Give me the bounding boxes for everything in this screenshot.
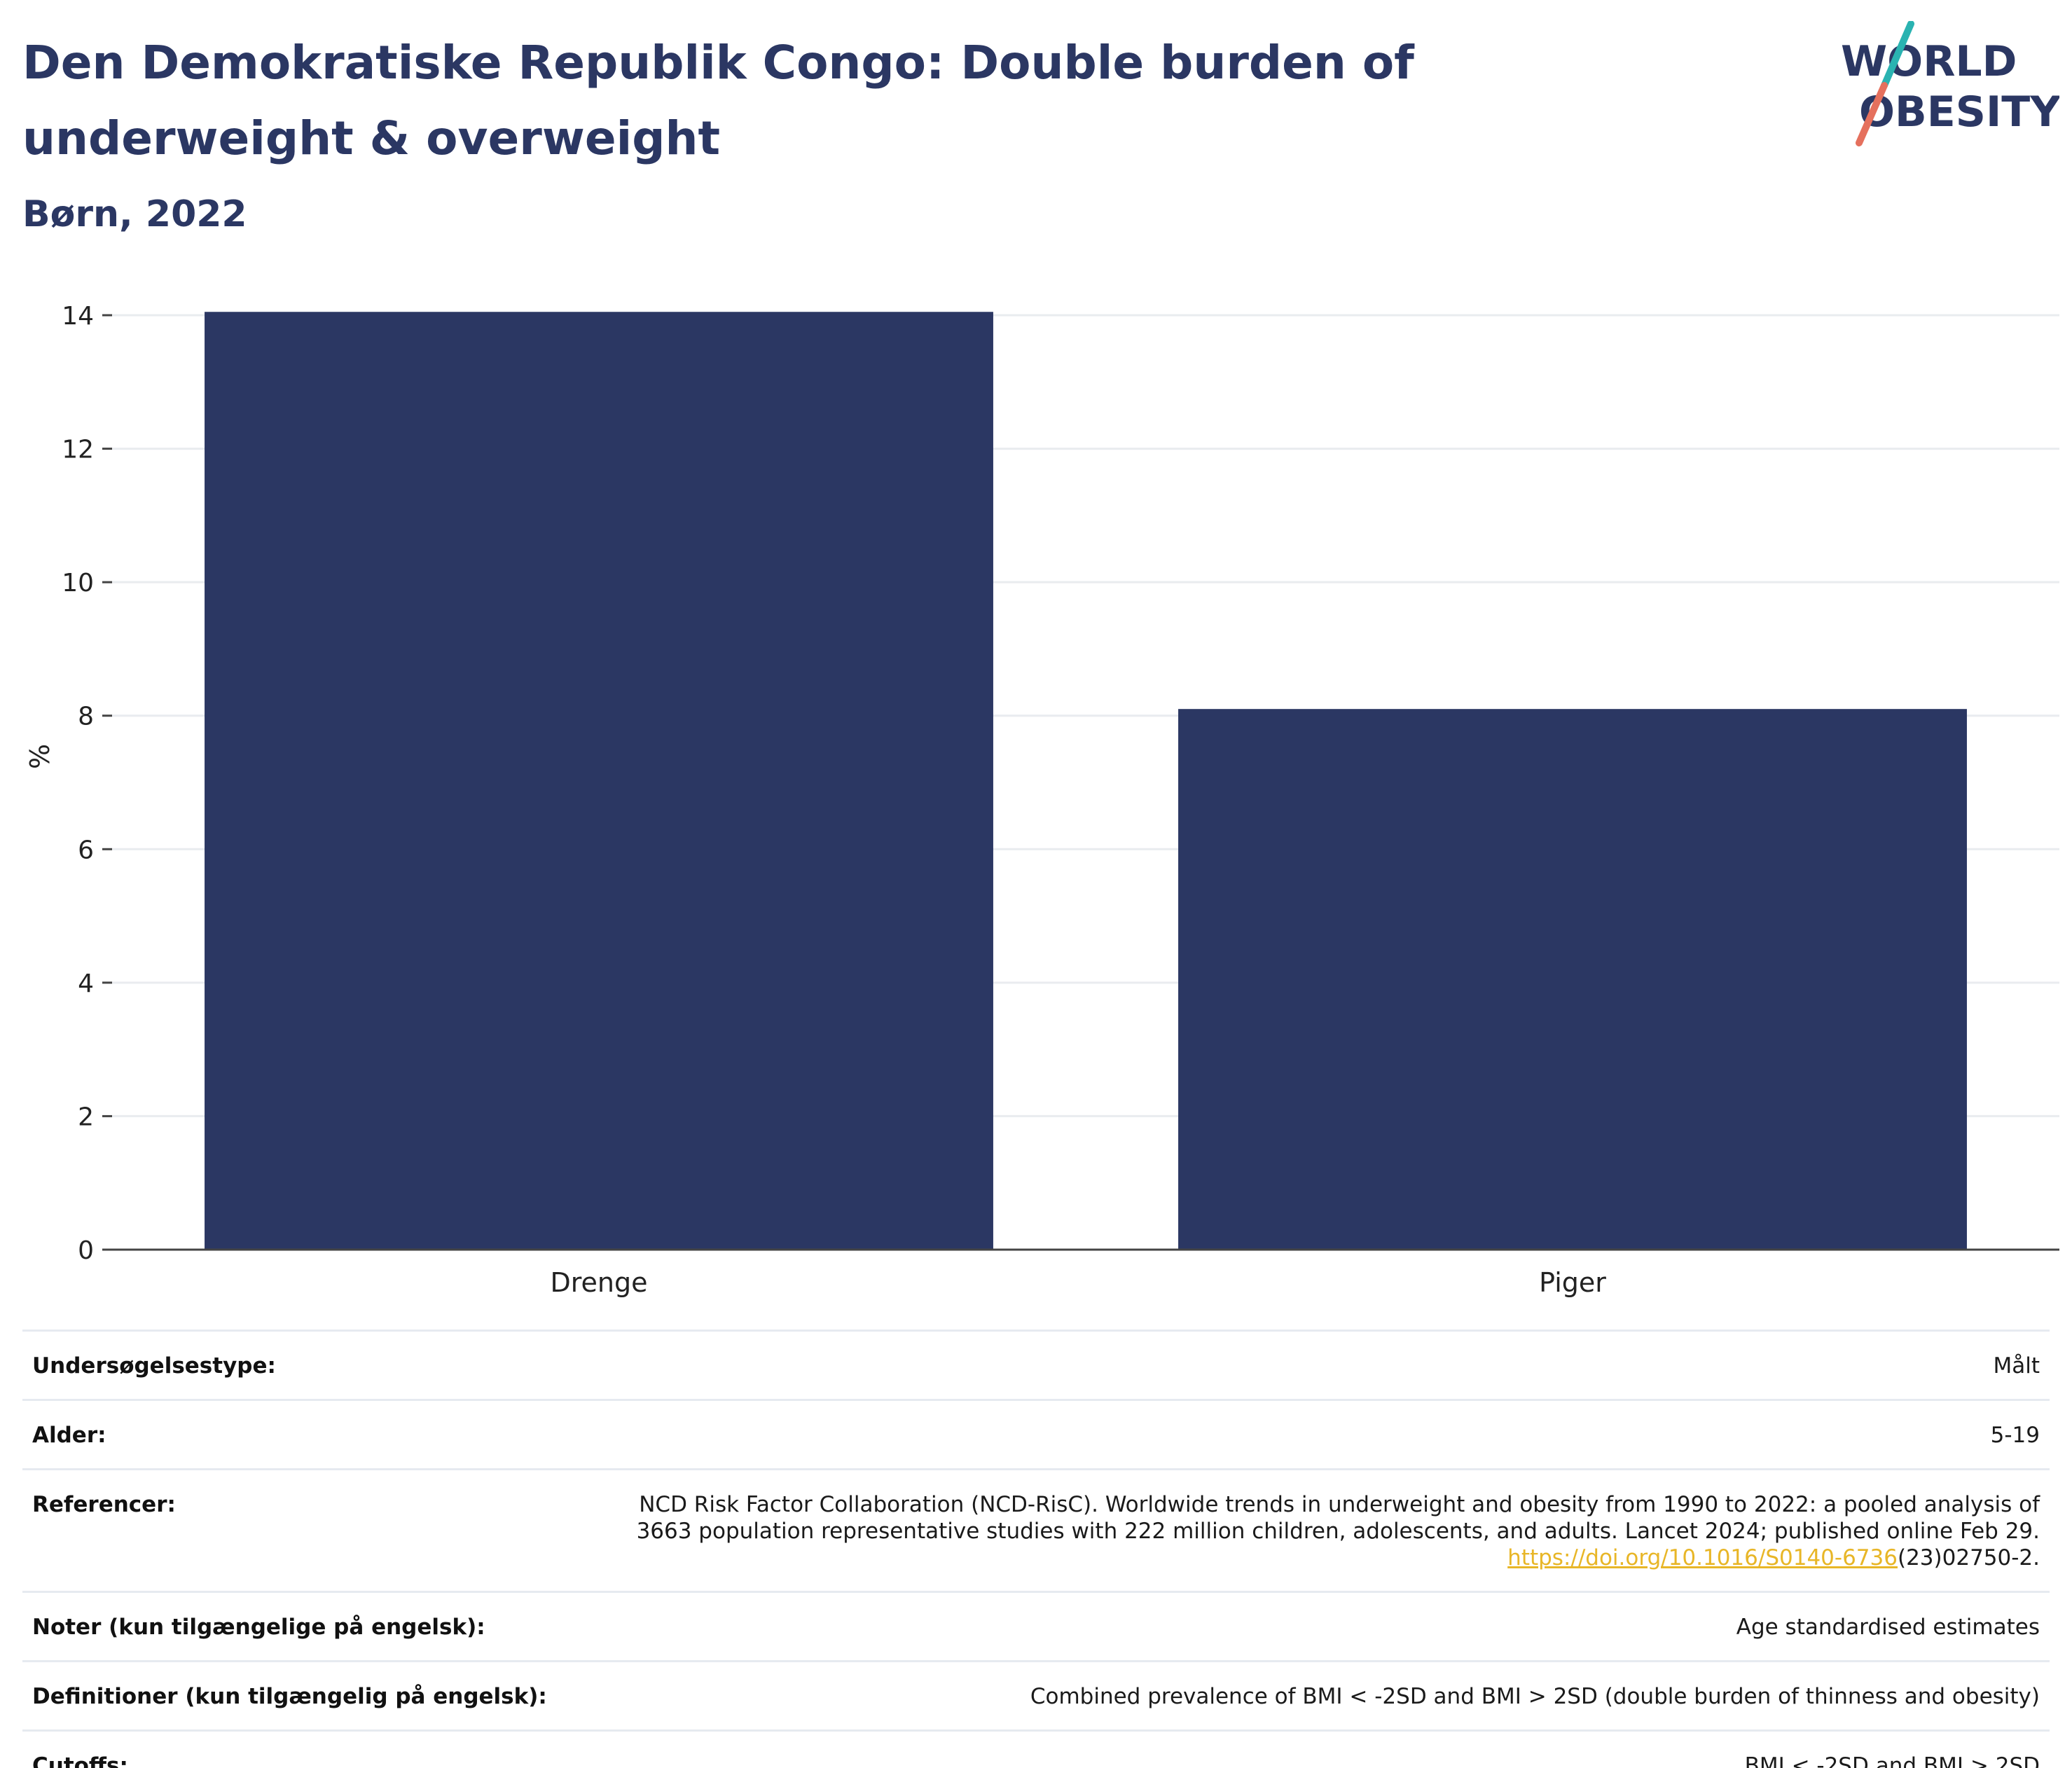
info-value: Age standardised estimates [1736, 1615, 2040, 1640]
info-label: Undersøgelsestype: [32, 1353, 276, 1379]
info-label: Noter (kun tilgængelige på engelsk): [32, 1615, 485, 1640]
info-row-age: Alder: 5-19 [22, 1399, 2050, 1468]
reference-doi-link[interactable]: https://doi.org/10.1016/S0140-6736 [1507, 1545, 1898, 1570]
info-row-definitions: Definitioner (kun tilgængelig på engelsk… [22, 1660, 2050, 1729]
info-row-cutoffs: Cutoffs: BMI < -2SD and BMI > 2SD [22, 1729, 2050, 1768]
y-tick-label: 8 [78, 703, 94, 731]
logo-slash-top [1881, 21, 1914, 89]
y-tick-label: 6 [78, 836, 94, 864]
info-value: Målt [1993, 1353, 2040, 1379]
y-tick-label: 14 [62, 302, 94, 331]
info-row-survey-type: Undersøgelsestype: Målt [22, 1330, 2050, 1399]
info-table: Undersøgelsestype: Målt Alder: 5-19 Refe… [22, 1330, 2050, 1768]
logo-text-obesity: OBESITY [1859, 88, 2059, 137]
y-tick-label: 10 [62, 569, 94, 598]
y-tick-label: 12 [62, 436, 94, 464]
reference-doi-suffix: (23)02750-2. [1897, 1545, 2040, 1570]
y-tick-label: 2 [78, 1103, 94, 1131]
y-tick-label: 4 [78, 969, 94, 998]
info-label: Definitioner (kun tilgængelig på engelsk… [32, 1684, 547, 1709]
info-value: Combined prevalence of BMI < -2SD and BM… [1030, 1684, 2040, 1709]
info-value: BMI < -2SD and BMI > 2SD [1744, 1753, 2040, 1768]
bars [205, 312, 1967, 1250]
info-label: Referencer: [32, 1492, 176, 1517]
axes: 0 2 4 6 8 10 12 14 Drenge Piger [62, 302, 2059, 1298]
info-label: Cutoffs: [32, 1753, 128, 1768]
reference-line: NCD Risk Factor Collaboration (NCD-RisC)… [639, 1492, 2040, 1517]
y-axis-label: % [25, 744, 55, 769]
bar-piger[interactable] [1178, 709, 1967, 1250]
y-tick-label: 0 [78, 1236, 94, 1265]
reference-line: 3663 population representative studies w… [636, 1519, 2040, 1544]
x-tick-label: Drenge [550, 1267, 647, 1298]
x-tick-label: Piger [1539, 1267, 1606, 1298]
bar-drenge[interactable] [205, 312, 993, 1250]
info-row-references: Referencer: NCD Risk Factor Collaboratio… [22, 1468, 2050, 1591]
world-obesity-logo: WORLD OBESITY [1841, 21, 2059, 146]
info-label: Alder: [32, 1423, 106, 1448]
bar-chart: 0 2 4 6 8 10 12 14 Drenge Piger % [25, 302, 2059, 1298]
logo-text-world: WORLD [1841, 37, 2017, 86]
info-value: 5-19 [1990, 1423, 2040, 1448]
chart-subtitle: Børn, 2022 [22, 193, 247, 235]
info-value-references: NCD Risk Factor Collaboration (NCD-RisC)… [637, 1491, 2040, 1571]
chart-title: Den Demokratiske Republik Congo: Double … [22, 36, 1414, 165]
logo-slash-bottom [1856, 82, 1888, 146]
info-row-notes: Noter (kun tilgængelige på engelsk): Age… [22, 1591, 2050, 1660]
